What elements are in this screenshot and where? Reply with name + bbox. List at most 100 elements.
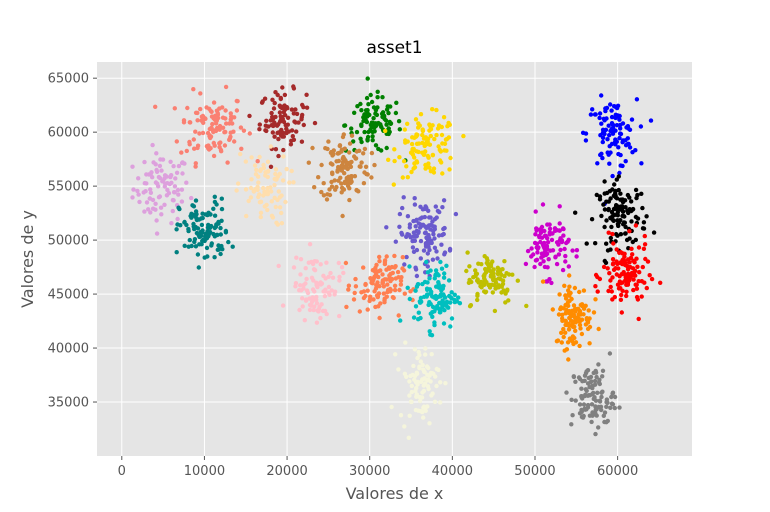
scatter-point [321,193,327,198]
scatter-point [314,320,320,325]
scatter-point [369,150,375,156]
scatter-point [184,148,189,154]
scatter-point [648,118,654,123]
scatter-point [550,307,555,312]
scatter-point [402,291,407,296]
scatter-point [314,280,319,285]
scatter-point [381,284,386,289]
scatter-point [558,306,563,312]
scatter-point [563,310,569,315]
x-axis-label: Valores de x [346,484,444,503]
scatter-point [386,110,391,116]
scatter-point [290,134,295,139]
scatter-point [606,123,611,128]
scatter-point [264,191,270,197]
scatter-point [373,272,379,277]
scatter-point [602,131,607,137]
scatter-point [168,159,173,164]
scatter-point [319,281,325,286]
y-tick-label: 35000 [48,396,89,411]
scatter-point [268,164,274,169]
scatter-point [560,226,566,231]
scatter-point [483,267,489,273]
scatter-point [414,370,419,375]
scatter-point [337,313,342,319]
scatter-point [374,283,379,288]
scatter-point [506,272,512,277]
y-axis-label: Valores de y [18,210,37,308]
scatter-point [597,115,602,121]
scatter-point [300,296,305,301]
scatter-point [359,160,364,165]
scatter-point [265,159,271,164]
scatter-point [187,237,192,243]
scatter-point [602,179,607,184]
scatter-point [591,396,596,402]
scatter-point [322,294,328,299]
scatter-point [407,296,412,302]
scatter-point [319,302,324,307]
scatter-point [446,278,452,283]
scatter-point [566,303,571,308]
scatter-point [148,190,154,195]
scatter-point [612,394,618,400]
scatter-point [399,275,404,280]
scatter-point [624,289,629,294]
scatter-point [397,224,402,229]
scatter-point [294,129,299,134]
scatter-point [597,381,602,387]
scatter-point [414,273,420,279]
scatter-point [432,245,438,250]
scatter-point [447,167,452,172]
scatter-point [431,232,436,237]
scatter-point [414,133,419,139]
scatter-point [304,92,309,98]
scatter-point [215,110,220,116]
scatter-point [421,388,427,394]
scatter-point [510,272,515,277]
scatter-point [189,195,194,201]
scatter-point [411,146,416,152]
scatter-point [291,180,296,185]
scatter-point [640,264,645,270]
scatter-point [314,301,320,306]
scatter-point [630,239,635,245]
scatter-point [573,320,578,325]
scatter-point [425,384,431,389]
scatter-point [193,198,199,203]
scatter-point [582,378,587,383]
scatter-point [600,368,606,373]
scatter-point [337,143,342,149]
scatter-point [420,409,425,415]
scatter-point [420,377,425,382]
scatter-point [291,86,297,91]
scatter-point [212,113,218,119]
scatter-point [433,272,438,277]
scatter-point [234,108,240,113]
scatter-point [220,105,225,110]
scatter-point [623,138,628,143]
scatter-point [611,241,616,246]
scatter-point [402,371,408,376]
x-tick-label: 0 [118,464,126,479]
scatter-point [439,132,445,138]
scatter-point [377,315,382,321]
scatter-point [202,255,207,260]
scatter-point [600,139,605,145]
scatter-point [361,289,367,294]
scatter-point [285,115,291,121]
scatter-point [588,112,594,117]
scatter-point [281,154,286,159]
scatter-point [271,123,276,128]
scatter-point [418,359,423,364]
scatter-point [159,168,164,173]
scatter-point [604,241,609,246]
scatter-point [607,144,612,149]
scatter-point [180,160,185,165]
scatter-point [384,122,389,127]
scatter-point [179,199,185,204]
scatter-point [207,106,212,112]
scatter-point [230,121,235,126]
scatter-point [328,150,334,155]
scatter-point [593,411,598,416]
